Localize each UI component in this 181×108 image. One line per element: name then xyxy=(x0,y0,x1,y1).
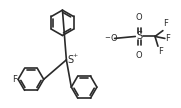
Text: F: F xyxy=(163,19,168,28)
Text: O: O xyxy=(136,51,143,60)
Text: S: S xyxy=(67,55,73,65)
Text: S: S xyxy=(136,31,142,41)
Text: O: O xyxy=(111,34,117,43)
Text: F: F xyxy=(12,75,17,84)
Text: F: F xyxy=(158,47,163,56)
Text: O: O xyxy=(136,13,143,22)
Text: +: + xyxy=(72,53,77,58)
Text: −: − xyxy=(104,35,110,41)
Text: F: F xyxy=(165,34,170,43)
